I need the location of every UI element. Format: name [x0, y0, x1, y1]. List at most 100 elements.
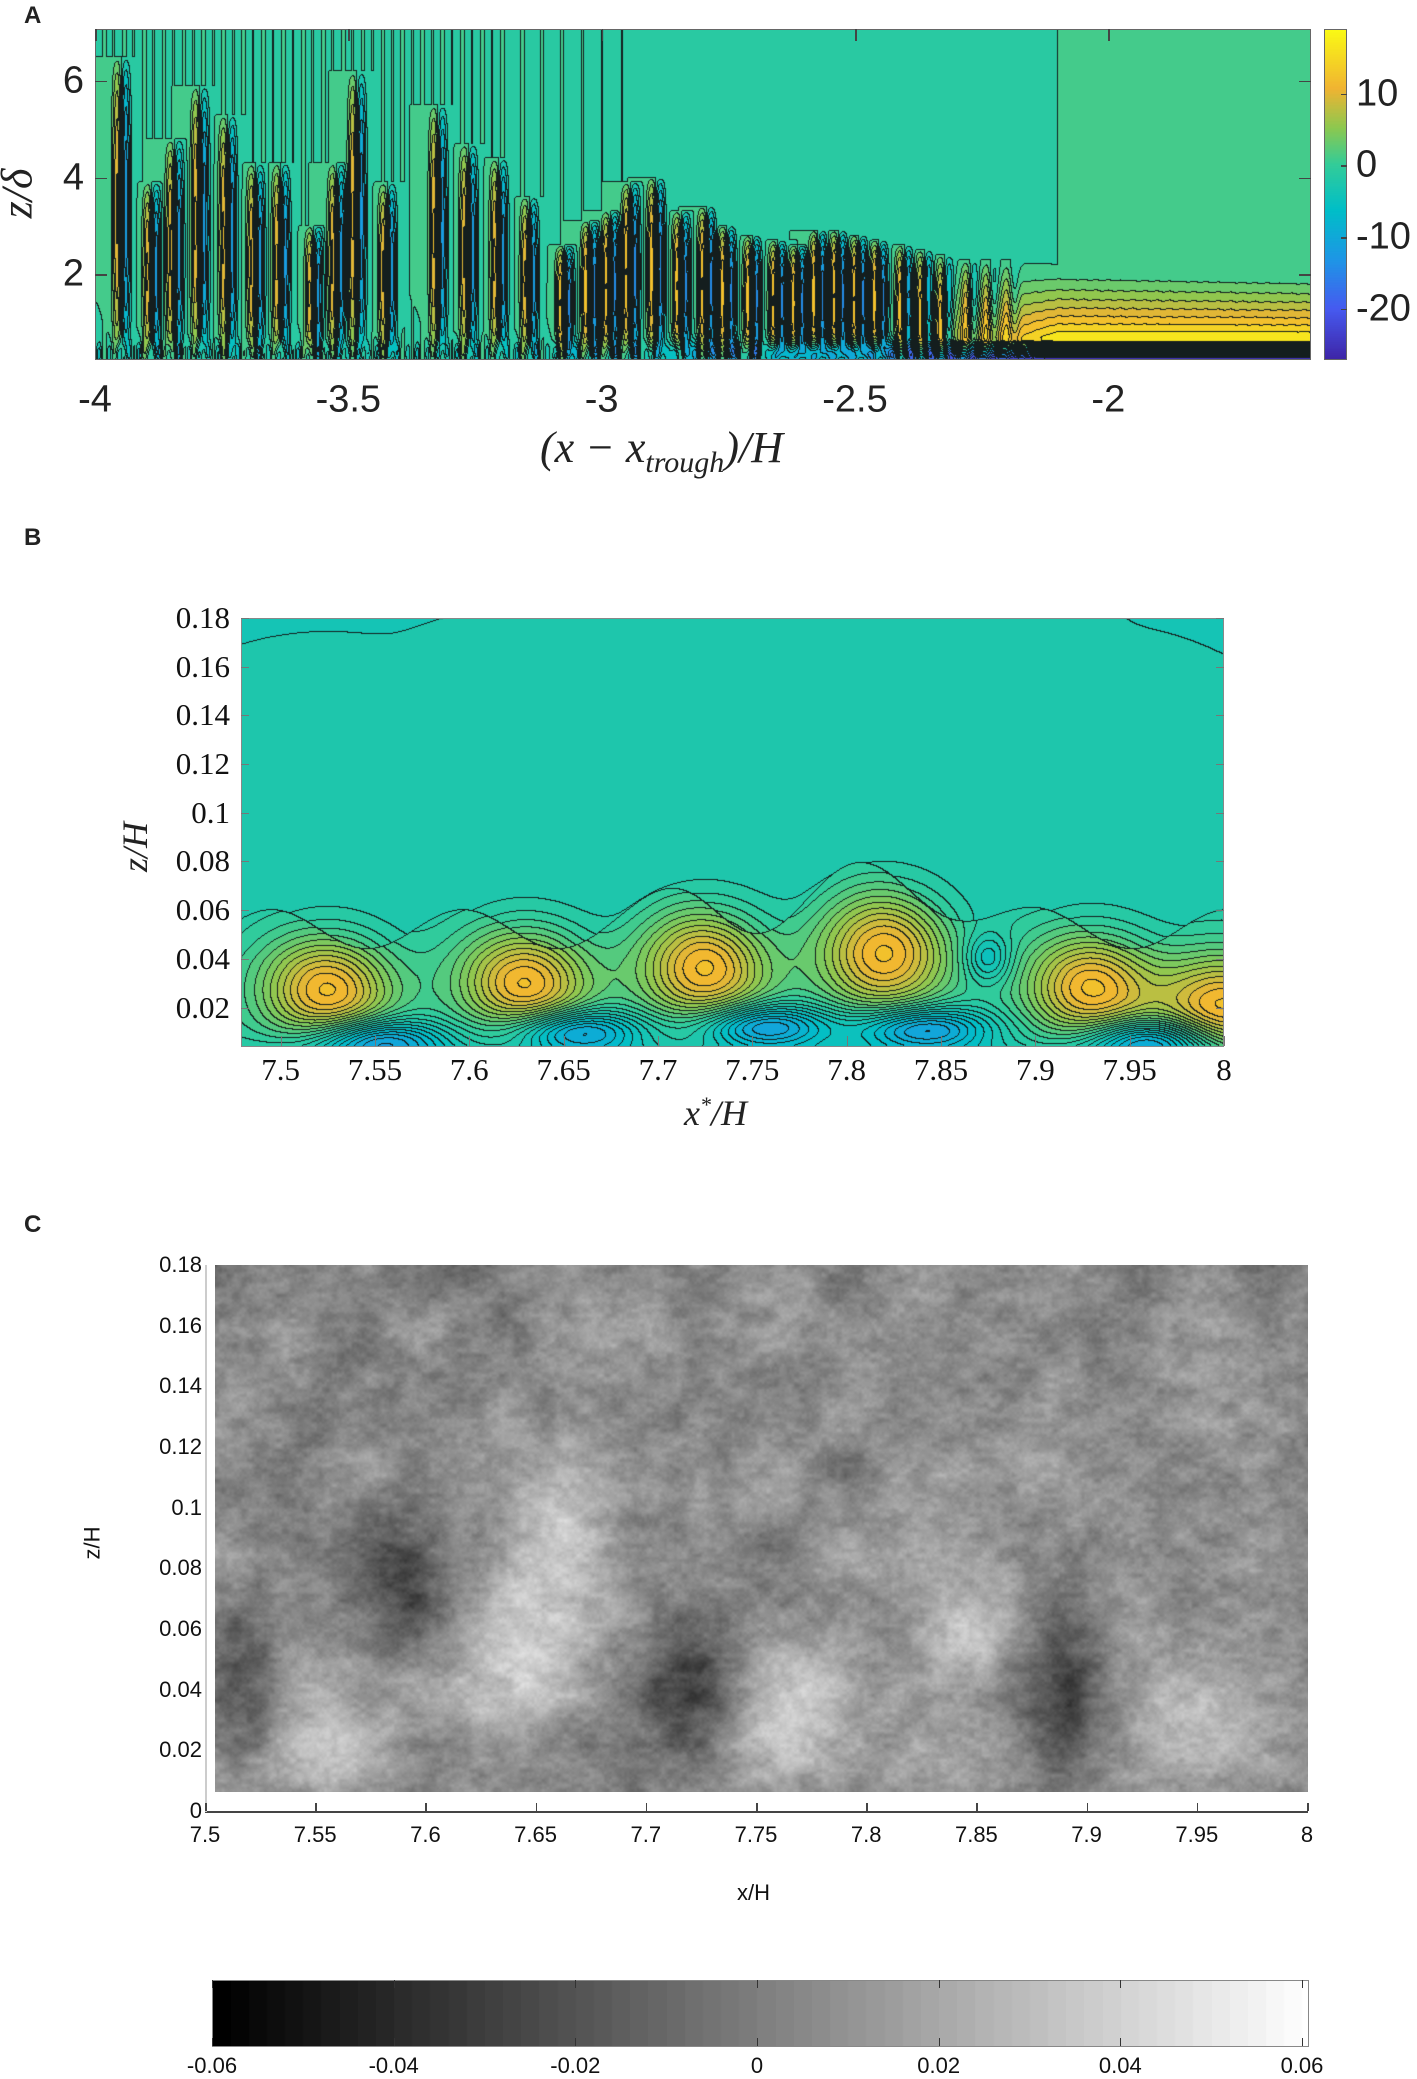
- panel-c-colorbar-tick: [1302, 2038, 1303, 2046]
- panel-b-ytick: [1216, 764, 1224, 766]
- panel-b-ytick: [1216, 910, 1224, 912]
- panel-a-ytick: [95, 177, 107, 180]
- panel-a-ytick: [1299, 274, 1311, 276]
- panel-b-xtick-label: 8: [1216, 1052, 1232, 1087]
- panel-a-chart: (x − xtrough)/H z/δ -4 -3.5 -3 -2.5 -2 2 4 6 10 0…: [0, 0, 1417, 480]
- panel-b-ytick: [241, 861, 249, 863]
- panel-c-xtick: [645, 1803, 648, 1811]
- panel-b-ytick-label: 0.18: [175, 600, 230, 635]
- panel-b-ytick: [1216, 618, 1224, 619]
- panel-a-xtick-label: -3.5: [315, 378, 382, 421]
- panel-c-colorbar-tick: [575, 2038, 577, 2046]
- panel-a-xtick-label: -4: [78, 378, 112, 421]
- panel-a-colorbar-tick-label: 0: [1356, 143, 1378, 186]
- panel-c-ytick-label: 0: [189, 1798, 202, 1823]
- panel-a-xtick-label: -2.5: [822, 378, 888, 421]
- panel-b-xtick: [374, 1036, 376, 1046]
- panel-c-ytick-label: 0.14: [159, 1373, 202, 1399]
- panel-c-xtick: [866, 1803, 868, 1811]
- panel-b-ytick: [1216, 666, 1224, 668]
- panel-a-ytick: [95, 274, 107, 276]
- panel-c-colorbar: [212, 1980, 1308, 2046]
- panel-a-xtick: [348, 29, 350, 41]
- panel-c-xtick: [976, 1803, 978, 1811]
- panel-c-y-axis-line: [205, 1265, 207, 1812]
- panel-a-xtick-label: -3: [584, 378, 619, 421]
- panel-c-xlabel: x/H: [737, 1880, 770, 1905]
- panel-a-colorbar-tick-label: 10: [1356, 72, 1399, 115]
- panel-c-ytick-label: 0.06: [159, 1616, 202, 1641]
- panel-b-ytick: [241, 618, 249, 619]
- panel-c-xtick-label: 7.85: [954, 1822, 998, 1847]
- panel-a-ytick: [1299, 80, 1311, 83]
- panel-b-xtick: [846, 1036, 848, 1046]
- panel-a-ytick-label: 2: [62, 252, 84, 295]
- panel-c-xtick: [315, 1803, 317, 1811]
- panel-a-colorbar: [1324, 29, 1347, 359]
- panel-c-xtick-label: 7.5: [189, 1822, 221, 1847]
- panel-b-label: B: [24, 524, 42, 551]
- panel-c-xtick-label: 8: [1300, 1822, 1314, 1847]
- panel-a-xtick-label: -2: [1091, 378, 1126, 421]
- panel-c-ytick-label: 0.18: [159, 1252, 202, 1277]
- panel-c-x-axis-line: [205, 1811, 1308, 1813]
- panel-b-ytick: [1216, 715, 1224, 717]
- panel-b-ytick: [241, 715, 249, 717]
- panel-b-xtick-label: 7.5: [261, 1052, 300, 1087]
- panel-c-colorbar-tick-label: 0: [750, 2053, 764, 2078]
- panel-a-colorbar-tick-label: -10: [1356, 215, 1411, 258]
- panel-a-ytick: [1299, 177, 1311, 180]
- panel-c-ytick-label: 0.04: [159, 1676, 202, 1702]
- panel-b-xtick-label: 7.75: [725, 1052, 780, 1087]
- panel-b-xtick-label: 7.65: [536, 1052, 591, 1087]
- panel-c-xtick: [535, 1803, 538, 1811]
- panel-b-ytick-label: 0.16: [175, 648, 230, 684]
- panel-b-xtick: [1035, 1036, 1037, 1046]
- panel-c-colorbar-tick: [938, 2038, 940, 2046]
- panel-b-xtick: [657, 1036, 659, 1046]
- panel-c-colorbar-tick: [1302, 1980, 1303, 1988]
- panel-b-ytick: [241, 1007, 249, 1009]
- panel-b-ytick-label: 0.04: [175, 940, 230, 976]
- panel-a-label: A: [24, 2, 42, 29]
- panel-c-colorbar-tick: [212, 2038, 213, 2046]
- panel-b-ytick-label: 0.12: [175, 746, 230, 782]
- panel-b-ytick: [241, 910, 249, 912]
- panel-b-xtick-label: 7.95: [1102, 1052, 1157, 1087]
- panel-c-xtick-label: 7.55: [293, 1822, 337, 1847]
- panel-b-xtick-label: 7.7: [638, 1052, 678, 1087]
- panel-c-colorbar-tick: [1120, 2038, 1122, 2046]
- panel-c-colorbar-tick-label: 0.06: [1280, 2053, 1324, 2078]
- panel-b-ytick: [1216, 812, 1224, 814]
- panel-c-xtick: [1307, 1803, 1309, 1811]
- panel-c-colorbar-tick: [938, 1980, 940, 1988]
- panel-b-xtick: [1224, 1036, 1225, 1046]
- panel-b-xtick: [1129, 1036, 1131, 1046]
- panel-b-ytick: [241, 666, 249, 668]
- panel-a-xtick: [1108, 29, 1110, 41]
- panel-b-ytick: [241, 958, 249, 960]
- panel-b-xlabel: x*/H: [684, 1092, 747, 1133]
- panel-b-ytick: [241, 764, 249, 766]
- panel-b-ytick: [1216, 1007, 1224, 1009]
- panel-b-xtick-label: 7.8: [827, 1052, 867, 1087]
- panel-b-ytick-label: 0.08: [175, 843, 230, 879]
- panel-b-ytick: [241, 812, 249, 814]
- panel-b-contour-plot: [241, 618, 1224, 1046]
- panel-c-xtick-label: 7.6: [410, 1822, 441, 1847]
- panel-c-xtick-label: 7.75: [734, 1822, 778, 1847]
- panel-c-ytick-label: 0.02: [159, 1737, 202, 1763]
- panel-a-colorbar-tick: [1341, 93, 1347, 96]
- panel-c-ytick-label: 0.08: [159, 1555, 202, 1581]
- panel-c-colorbar-tick: [393, 1980, 395, 1988]
- panel-b-xtick: [280, 1036, 282, 1046]
- panel-c-colorbar-tick-label: -0.02: [550, 2053, 601, 2078]
- panel-b-ytick-label: 0.02: [175, 989, 230, 1025]
- panel-b-xtick-label: 7.85: [913, 1052, 969, 1087]
- panel-c-xtick: [756, 1803, 758, 1811]
- panel-a-ytick-label: 6: [62, 59, 84, 102]
- panel-c-ytick-label: 0.16: [159, 1312, 202, 1338]
- panel-c-xtick-label: 7.8: [850, 1822, 882, 1847]
- panel-c-colorbar-tick-label: 0.04: [1098, 2053, 1142, 2078]
